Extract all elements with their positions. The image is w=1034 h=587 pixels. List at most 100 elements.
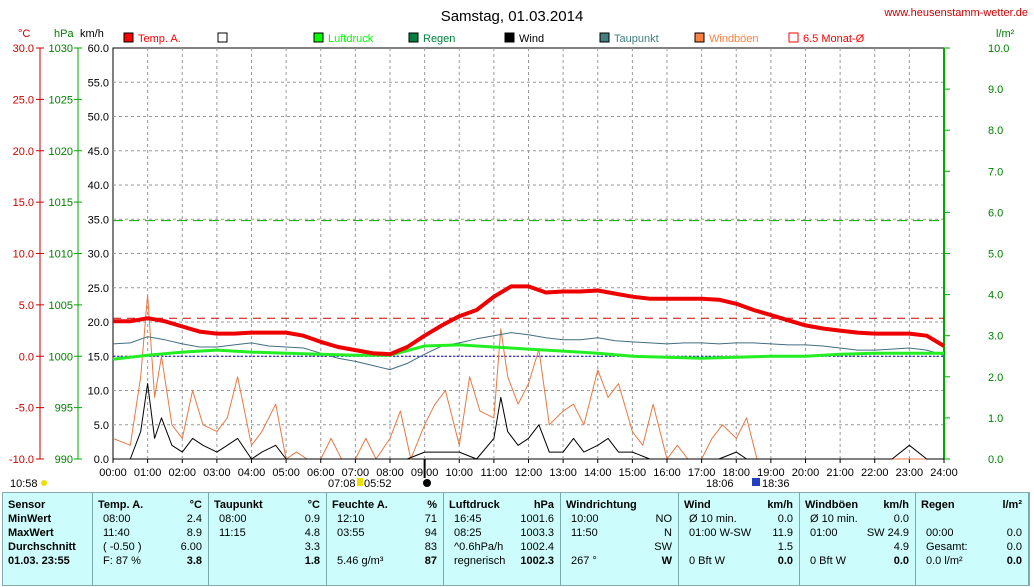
stats-panel: Sensor MinWert MaxWert Durchschnitt 01.03. 2… [2, 492, 1030, 586]
stats-value: 1.8 [304, 555, 320, 567]
stats-header: Windrichtung [566, 499, 637, 511]
stats-value: SW 24.9 [866, 527, 909, 539]
moon-time: 05:52 [364, 478, 392, 490]
legend-swatch [408, 32, 419, 43]
stats-row-label: 12:10 [337, 513, 365, 525]
rain-tick-label: 9.0 [988, 84, 1003, 96]
stats-header: Windböen [805, 499, 859, 511]
rain-tick-label: 2.0 [988, 372, 1003, 384]
x-tick-label: 06:00 [307, 467, 335, 479]
temp-unit-label: °C [18, 28, 30, 40]
stats-unit: °C [189, 499, 202, 511]
rain-tick-label: 5.0 [988, 249, 1003, 261]
stats-value: 0.0 [1006, 527, 1022, 539]
legend-label: Wind [519, 33, 544, 45]
stats-column: Windrichtung 10:00 11:50 267 ° NO N SW W [561, 493, 679, 585]
stats-value: 8.9 [186, 527, 202, 539]
stats-row-label: Gesamt: [926, 541, 968, 553]
stats-header: Taupunkt [214, 499, 263, 511]
stats-row-label: 08:25 [454, 527, 482, 539]
rain-tick-label: 1.0 [988, 413, 1003, 425]
stats-value: 1002.3 [520, 555, 554, 567]
hpa-tick-label: 1010 [49, 249, 73, 261]
kmh-tick-label: 40.0 [88, 180, 109, 192]
rain-tick-label: 8.0 [988, 125, 1003, 137]
legend-label: Regen [423, 33, 455, 45]
stats-row-label: 0 Bft W [689, 555, 726, 567]
stats-value: 0.0 [1006, 541, 1022, 553]
legend-swatch [123, 32, 134, 43]
legend-label: Temp. A. [138, 33, 181, 45]
x-tick-label: 20:00 [792, 467, 820, 479]
stats-header: Wind [684, 499, 711, 511]
stats-value: 1.5 [777, 541, 793, 553]
hpa-tick-label: 1000 [49, 351, 73, 363]
legend-swatch [694, 32, 705, 43]
temp-tick-label: 20.0 [13, 146, 34, 158]
legend-swatch [217, 32, 228, 43]
stats-row-label: 11:40 [103, 527, 130, 539]
stats-value: SW [654, 541, 672, 553]
legend-swatch [788, 32, 799, 43]
stats-value: N [664, 527, 672, 539]
kmh-tick-label: 0.0 [94, 454, 109, 466]
kmh-tick-label: 30.0 [88, 249, 109, 261]
temp-tick-label: 5.0 [19, 300, 34, 312]
stats-row-label: Ø 10 min. [689, 513, 737, 525]
stats-value: 1003.3 [520, 527, 554, 539]
stats-value: 94 [424, 527, 437, 539]
stats-value: 3.3 [304, 541, 320, 553]
stats-row-label: Durchschnitt [8, 541, 76, 553]
kmh-tick-label: 10.0 [88, 386, 109, 398]
stats-row-label: 01:00 W-SW [689, 527, 752, 539]
stats-row-label: 08:00 [219, 513, 247, 525]
legend-label: 6.5 Monat-Ø [803, 33, 865, 45]
x-tick-label: 11:00 [481, 467, 508, 479]
stats-row-label: 16:45 [454, 513, 482, 525]
kmh-tick-label: 15.0 [88, 351, 109, 363]
stats-row-label: ( -0.50 ) [103, 541, 142, 553]
stats-row-label: 08:00 [103, 513, 131, 525]
stats-column: Feuchte A.% 12:10 03:55 5.46 g/m³ 71 94 83 87 [327, 493, 444, 585]
stats-column: Regen l/m² 00:00 Gesamt: 0.0 l/m² 0.0 0.0 0.0 [916, 493, 1029, 585]
stats-value: 0.0 [777, 513, 793, 525]
stats-row-label: regnerisch [454, 555, 506, 567]
x-tick-label: 24:00 [930, 467, 958, 479]
kmh-tick-label: 35.0 [88, 214, 109, 226]
series-line [113, 284, 946, 357]
stats-row-label: ^0.6hPa/h [454, 541, 504, 553]
hpa-tick-label: 1025 [49, 94, 73, 106]
stats-header: Regen [921, 499, 955, 511]
stats-value: 0.0 [893, 555, 909, 567]
stats-value: 3.8 [186, 555, 202, 567]
series-line [113, 383, 944, 460]
sunset-time: 18:06 [706, 478, 734, 490]
stats-row-label: F: 87 % [103, 555, 141, 567]
stats-row-label: 10:00 [571, 513, 599, 525]
moonset-time: 18:36 [762, 478, 790, 490]
stats-column: Luftdruck hPa 16:45 08:25 ^0.6hPa/h regnerisc… [444, 493, 561, 585]
x-tick-label: 23:00 [896, 467, 924, 479]
stats-row-label: 01.03. 23:55 [8, 555, 70, 567]
stats-value: 4.8 [304, 527, 320, 539]
x-tick-label: 15:00 [619, 467, 647, 479]
time-mark-left: 10:58 [10, 478, 38, 490]
stats-value: 6.00 [180, 541, 202, 553]
series-line [112, 332, 945, 371]
stats-unit: km/h [767, 499, 793, 511]
temp-tick-label: 15.0 [13, 197, 34, 209]
x-tick-label: 05:00 [272, 467, 300, 479]
rain-unit-label: l/m² [996, 28, 1015, 40]
legend-label: Taupunkt [614, 33, 659, 45]
kmh-tick-label: 25.0 [88, 283, 109, 295]
stats-value: 83 [424, 541, 437, 553]
stats-value: 11.9 [772, 527, 793, 539]
stats-value: 87 [424, 555, 437, 567]
temp-tick-label: 0.0 [19, 351, 34, 363]
series-line [112, 343, 944, 361]
stats-value: 0.0 [893, 513, 909, 525]
temp-tick-label: 30.0 [13, 43, 34, 55]
stats-row-label: Ø 10 min. [810, 513, 858, 525]
hpa-tick-label: 1020 [49, 146, 73, 158]
stats-value: W [661, 555, 672, 567]
